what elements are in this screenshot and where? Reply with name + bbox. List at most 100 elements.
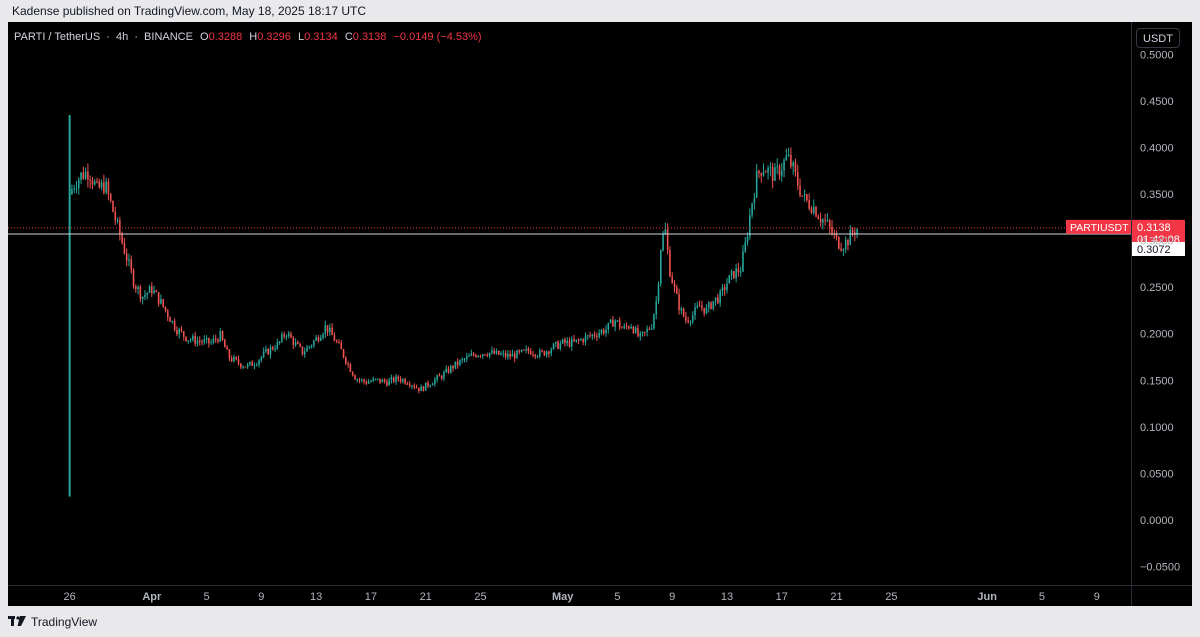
- candle-body: [406, 383, 409, 385]
- candle-body: [760, 173, 763, 176]
- candle-body: [271, 347, 274, 350]
- candle-body: [552, 343, 555, 350]
- candle-body: [326, 325, 329, 333]
- candle-body: [507, 354, 509, 357]
- candle-body: [675, 287, 678, 294]
- candle-body: [856, 228, 858, 235]
- candle-body: [714, 297, 717, 302]
- candle-body: [434, 379, 436, 385]
- footer: TradingView: [0, 606, 1200, 637]
- candle-body: [356, 379, 359, 381]
- candle-body: [844, 239, 847, 250]
- candle-body: [210, 342, 212, 344]
- candle-body: [561, 339, 564, 344]
- candle-body: [395, 376, 397, 382]
- candle-body: [689, 321, 692, 323]
- candle-body: [148, 286, 151, 293]
- symbol-tag-bg: [1066, 219, 1131, 234]
- candle-body: [721, 287, 724, 292]
- crosshair-tag-bg: [1132, 241, 1185, 256]
- candle-body: [602, 330, 605, 334]
- candle-body: [545, 351, 548, 356]
- candle-body: [109, 194, 112, 202]
- candle-body: [415, 387, 418, 389]
- candle-body: [91, 180, 94, 185]
- candle-body: [388, 380, 390, 386]
- candle-body: [799, 185, 801, 196]
- candle-body: [201, 341, 203, 343]
- candle-body: [221, 331, 224, 340]
- candle-body: [680, 308, 683, 311]
- candle-body: [698, 305, 701, 307]
- candle-body: [150, 286, 153, 294]
- candle-body: [413, 385, 416, 388]
- candle-body: [310, 345, 313, 347]
- candle-body: [155, 290, 158, 293]
- candle-body: [835, 233, 838, 237]
- candle-body: [749, 215, 751, 237]
- candle-body: [331, 327, 333, 336]
- candle-body: [810, 208, 813, 213]
- candle-body: [258, 360, 260, 365]
- candle-body: [349, 364, 352, 372]
- candle-body: [710, 302, 712, 309]
- y-tick-label: −0.0500: [1140, 561, 1180, 573]
- candle-body: [176, 329, 178, 335]
- candle-body: [685, 316, 687, 321]
- candle-body: [372, 378, 375, 382]
- candle-body: [198, 340, 201, 342]
- candle-body: [785, 155, 788, 161]
- candle-body: [246, 364, 249, 367]
- candle-body: [281, 334, 283, 342]
- candle-body: [196, 340, 199, 344]
- candle-body: [523, 349, 525, 351]
- candle-body: [838, 236, 840, 249]
- candle-body: [787, 154, 790, 156]
- currency-button[interactable]: USDT: [1136, 28, 1180, 48]
- candle-body: [84, 171, 87, 179]
- candle-body: [851, 229, 854, 233]
- candle-body: [274, 348, 276, 350]
- candle-body: [504, 352, 507, 357]
- symbol-name[interactable]: PARTI / TetherUS: [14, 31, 101, 43]
- candle-body: [292, 337, 295, 346]
- candle-body: [404, 379, 406, 384]
- candle-body: [157, 292, 160, 304]
- candle-body: [345, 357, 347, 364]
- chart-frame[interactable]: PARTIUSDT 0.3138 01:42:08 0.3072 0.5000 0.45…: [8, 22, 1192, 606]
- y-tick-label: 0.2000: [1140, 329, 1174, 341]
- x-tick-label: 17: [365, 591, 377, 603]
- price-axis[interactable]: 0.5000 0.4500 0.4000 0.3500 0.3000 0.2500 0.20…: [1140, 50, 1180, 574]
- candle-body: [536, 356, 539, 358]
- candle-body: [589, 335, 591, 337]
- candle-body: [628, 326, 630, 329]
- candle-body: [354, 375, 356, 380]
- candle-body: [764, 171, 767, 173]
- candle-body: [739, 271, 742, 273]
- candle-body: [849, 229, 852, 246]
- candle-body: [468, 355, 470, 357]
- time-axis[interactable]: 26 Apr 5 9 13 17 21 25 May 5 9 13 17 21 25 Jun 5 9: [64, 591, 1100, 603]
- candle-body: [123, 242, 126, 254]
- candle-body: [100, 182, 103, 188]
- candle-body: [575, 339, 578, 342]
- candle-body: [671, 276, 674, 284]
- candle-body: [162, 299, 165, 307]
- candle-body: [224, 339, 226, 348]
- candle-body: [192, 335, 194, 340]
- candle-body: [472, 353, 475, 356]
- candle-body: [447, 368, 450, 373]
- candle-body: [399, 379, 402, 382]
- candle-body: [682, 308, 685, 317]
- candle-body: [71, 189, 73, 195]
- interval[interactable]: 4h: [116, 31, 129, 43]
- candle-body: [164, 306, 167, 311]
- candle-body: [367, 381, 370, 384]
- candle-body: [141, 296, 144, 300]
- candle-body: [278, 341, 281, 343]
- candle-body: [370, 381, 372, 383]
- candle-body: [762, 171, 765, 176]
- candle-body: [518, 350, 521, 352]
- candle-body: [299, 344, 301, 347]
